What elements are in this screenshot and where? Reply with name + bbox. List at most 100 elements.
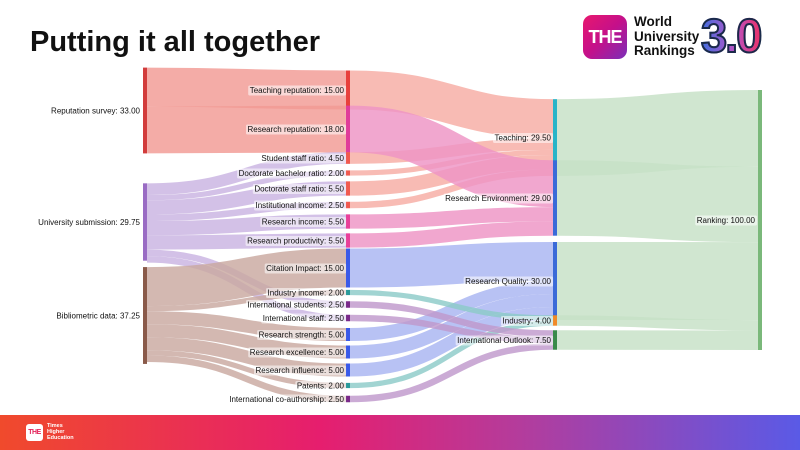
link-resrep-to-renv: [349, 105, 554, 208]
node-rq: [553, 242, 557, 320]
label-halo: [264, 263, 347, 274]
label-intstu: International students: 2.50: [247, 301, 344, 310]
node-pat: [346, 382, 350, 389]
node-ico: [346, 395, 350, 403]
label-rq: Research Quality: 30.00: [465, 277, 551, 286]
link-ind-to-rank: [556, 315, 759, 331]
slide-title: Putting it all together: [30, 26, 320, 58]
node-rexc: [346, 345, 350, 359]
label-ci: Citation Impact: 15.00: [266, 264, 344, 273]
label-teach: Teaching: 29.50: [495, 134, 552, 143]
label-ind: Industry: 4.00: [503, 317, 552, 326]
footer-bar: THE Times Higher Education: [0, 415, 800, 450]
node-dbr: [346, 170, 350, 176]
link-ri-to-renv: [349, 207, 554, 229]
label-rstr: Research strength: 5.00: [259, 331, 345, 340]
label-halo: [252, 184, 347, 194]
node-ii: [346, 201, 350, 209]
logo-line-3: Rankings: [634, 43, 695, 58]
the-footer-logo: THE: [26, 424, 43, 441]
link-teach-to-rank: [556, 90, 759, 176]
node-rep: [143, 67, 147, 154]
label-halo: [266, 288, 347, 298]
logo-line-1: World: [634, 14, 672, 29]
label-teachrep: Teaching reputation: 15.00: [250, 86, 345, 95]
label-halo: [695, 215, 758, 226]
node-ri: [346, 214, 350, 229]
footer-org-name: Times Higher Education: [47, 423, 74, 441]
footer-org-line-3: Education: [47, 434, 74, 441]
node-renv: [553, 160, 557, 236]
label-ico: International co-authorship: 2.50: [229, 395, 344, 404]
footer-org-line-1: Times: [47, 423, 63, 429]
label-rp: Research productivity: 5.50: [247, 237, 344, 246]
node-ci: [346, 248, 350, 288]
label-rep: Reputation survey: 33.00: [51, 107, 140, 116]
node-ind: [553, 315, 557, 326]
label-ri: Research income: 5.50: [262, 218, 345, 227]
node-teach: [553, 99, 557, 176]
label-indinc: Industry income: 2.00: [268, 289, 345, 298]
label-dsr: Doctorate staff ratio: 5.50: [254, 185, 344, 194]
label-halo: [248, 347, 347, 358]
label-rank: Ranking: 100.00: [697, 216, 756, 225]
label-rexc: Research excellence: 5.00: [250, 348, 345, 357]
label-renv: Research Environment: 29.00: [445, 194, 551, 203]
label-halo: [245, 236, 347, 246]
node-uni: [143, 183, 147, 261]
sankey-diagram: Reputation survey: 33.00 University submi…: [36, 67, 762, 405]
node-indinc: [346, 289, 350, 296]
the-logo-mark: THE: [583, 15, 627, 59]
logo-line-2: University: [634, 28, 700, 44]
label-io: International Outlook: 7.50: [457, 336, 551, 345]
label-halo: [36, 217, 143, 228]
label-halo: [49, 106, 143, 116]
link-ci-to-rq: [349, 242, 554, 288]
link-teachrep-to-teach: [349, 70, 554, 139]
link-ico-to-io: [349, 343, 554, 403]
node-bib: [143, 267, 147, 364]
link-intstu-to-io: [349, 301, 554, 337]
label-resrep: Research reputation: 18.00: [247, 125, 344, 134]
node-rank: [758, 90, 762, 350]
label-halo: [54, 311, 143, 321]
label-intstaff: International staff: 2.50: [263, 314, 345, 323]
node-rp: [346, 233, 350, 248]
label-pat: Patents: 2.00: [297, 382, 345, 391]
world-university-rankings-logo: THE World University Rankings 3.0: [583, 10, 783, 65]
sankey-links: [146, 67, 759, 403]
label-halo: [257, 330, 347, 340]
sankey-labels: Reputation survey: 33.00 University submi…: [36, 85, 758, 405]
label-halo: [259, 153, 347, 164]
label-halo: [455, 335, 554, 346]
label-dbr: Doctorate bachelor ratio: 2.00: [239, 169, 345, 178]
label-halo: [248, 85, 347, 96]
label-ssr: Student staff ratio: 4.50: [261, 154, 344, 163]
node-io: [553, 330, 557, 350]
node-intstaff: [346, 314, 350, 322]
label-halo: [227, 394, 347, 405]
link-renv-to-rank: [556, 160, 759, 243]
link-rstr-to-rq: [349, 281, 554, 341]
label-halo: [254, 200, 347, 211]
node-rstr: [346, 328, 350, 341]
label-halo: [245, 124, 347, 135]
node-resrep: [346, 105, 350, 153]
logo-wordmark: World University Rankings: [634, 14, 700, 59]
label-halo: [261, 313, 347, 324]
link-rp-to-renv: [349, 221, 554, 248]
label-halo: [237, 168, 347, 179]
label-halo: [493, 133, 554, 143]
label-halo: [443, 193, 554, 204]
footer-org-line-2: Higher: [47, 428, 65, 435]
label-halo: [295, 381, 347, 391]
node-ssr: [346, 152, 350, 164]
label-ii: Institutional income: 2.50: [256, 201, 345, 210]
node-dsr: [346, 181, 350, 196]
label-rinf: Research influence: 5.00: [256, 366, 345, 375]
node-intstu: [346, 301, 350, 308]
label-halo: [254, 365, 347, 376]
label-bib: Bibliometric data: 37.25: [56, 312, 140, 321]
node-teachrep: [346, 70, 350, 110]
label-halo: [463, 276, 554, 287]
